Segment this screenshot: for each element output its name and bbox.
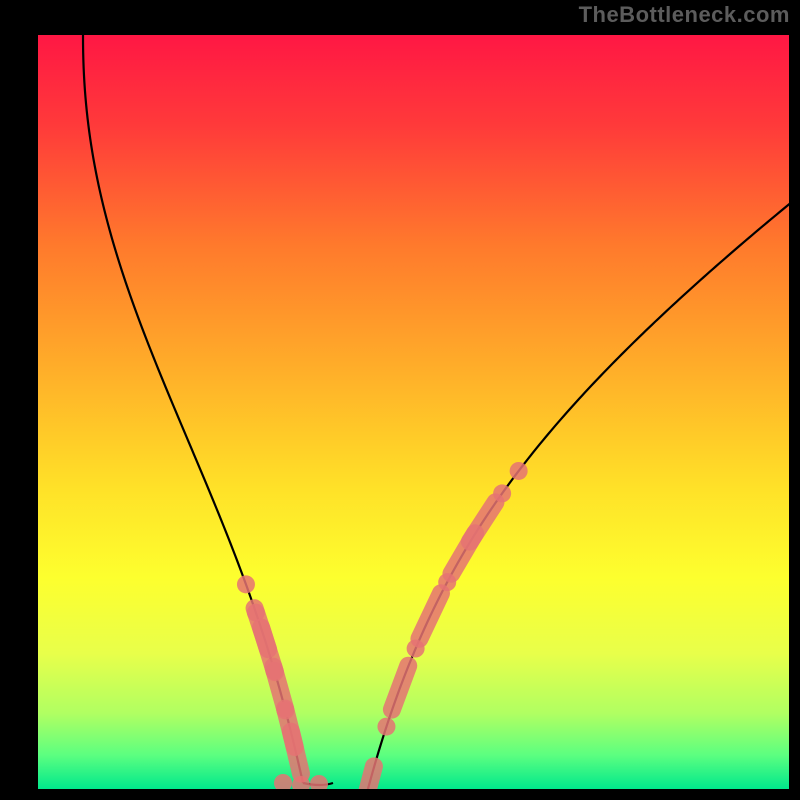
bead-marker — [493, 484, 511, 502]
bead-marker — [291, 732, 301, 774]
chart-frame: TheBottleneck.com — [0, 0, 800, 800]
bead-marker — [510, 462, 528, 480]
bead-marker — [377, 718, 395, 736]
bead-marker — [237, 575, 255, 593]
watermark-text: TheBottleneck.com — [579, 2, 790, 28]
plot-area — [38, 35, 789, 789]
bottleneck-chart — [38, 35, 789, 789]
